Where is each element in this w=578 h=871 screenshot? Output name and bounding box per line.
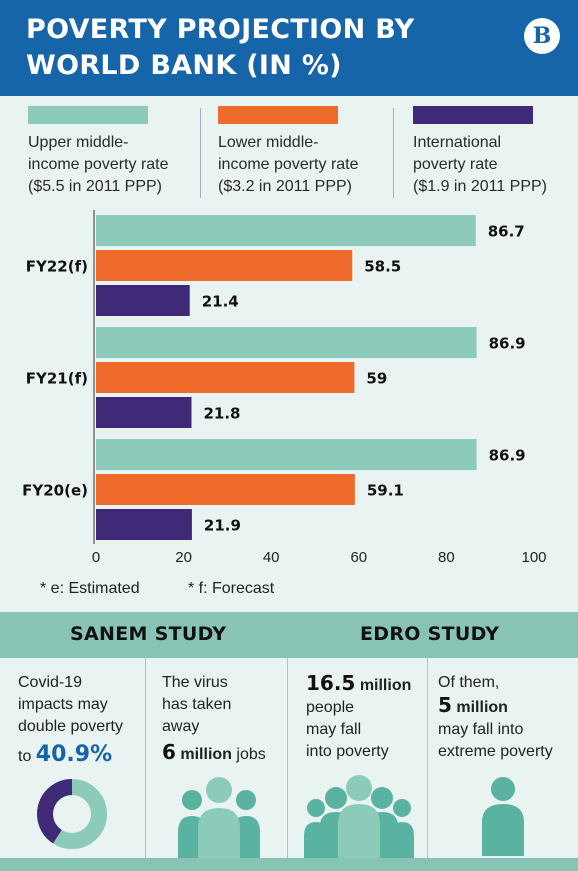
studies-band: SANEM STUDY EDRO STUDY [0, 612, 578, 658]
bar-chart: FY22(f) 86.7 58.5 21.4 FY21(f) 86.9 59 21.8 FY20… [22, 210, 547, 566]
legend-divider [393, 108, 394, 198]
category-label: FY20(e) [22, 482, 88, 500]
x-tick-label: 0 [92, 549, 100, 566]
person-icon [482, 777, 524, 856]
jobs-value: 6 [162, 740, 176, 764]
bar [96, 439, 477, 470]
panel-text: 16.5 million people may fall into povert… [306, 671, 412, 760]
sanem-study-title: SANEM STUDY [70, 623, 227, 645]
legend-label-upper: Upper middle- income poverty rate ($5.5 … [28, 134, 169, 195]
edro-value: 16.5 [306, 671, 356, 695]
bar-value-label: 86.9 [489, 335, 526, 353]
bar-value-label: 86.7 [488, 223, 525, 241]
legend-swatch-lower [218, 106, 338, 124]
footnote-estimated: * e: Estimated [40, 580, 140, 597]
bottom-band [0, 858, 578, 871]
legend-swatch-upper [28, 106, 148, 124]
bar-value-label: 58.5 [364, 258, 401, 276]
footnote-forecast: * f: Forecast [188, 580, 275, 597]
bar-value-label: 59.1 [367, 482, 404, 500]
bar-value-label: 59 [366, 370, 387, 388]
edro-study-title: EDRO STUDY [360, 623, 500, 645]
bar-value-label: 21.9 [204, 517, 241, 535]
legend-swatch-international [413, 106, 533, 124]
donut-slice [37, 779, 73, 844]
extreme-value: 5 [438, 693, 452, 717]
category-label: FY21(f) [26, 370, 88, 388]
legend-label-international: International poverty rate ($1.9 in 2011… [413, 134, 548, 195]
x-tick-label: 40 [263, 549, 280, 566]
page-title: POVERTY PROJECTION BY WORLD BANK (IN %) [26, 14, 415, 81]
panel-sanem-jobs: The virus has taken away 6 million jobs [146, 658, 288, 862]
x-tick-label: 100 [521, 549, 546, 566]
bar [96, 285, 190, 316]
bar [96, 474, 355, 505]
panel-text: The virus has taken away 6 million jobs [162, 674, 266, 764]
legend-divider [200, 108, 201, 198]
bar-value-label: 86.9 [489, 447, 526, 465]
bar-value-label: 21.4 [202, 293, 239, 311]
bar [96, 327, 477, 358]
x-tick-label: 60 [350, 549, 367, 566]
panel-sanem-poverty: Covid-19 impacts may double poverty to 4… [0, 658, 146, 861]
donut-chart-icon [37, 779, 107, 849]
bar [96, 397, 192, 428]
category-label: FY22(f) [26, 258, 88, 276]
x-tick-label: 80 [438, 549, 455, 566]
panel-text: Covid-19 impacts may double poverty to 4… [18, 674, 123, 767]
x-tick-label: 20 [175, 549, 192, 566]
people-group-icon [178, 777, 260, 862]
bar-value-label: 21.8 [203, 405, 240, 423]
bar [96, 362, 355, 393]
panel-edro-poverty: 16.5 million people may fall into povert… [288, 658, 428, 861]
bar [96, 215, 476, 246]
legend-label-lower: Lower middle- income poverty rate ($3.2 … [218, 134, 359, 195]
footnotes: * e: Estimated * f: Forecast [0, 577, 578, 603]
poverty-value: 40.9% [35, 742, 113, 767]
brand-logo: B [524, 18, 560, 54]
bar [96, 509, 192, 540]
panel-edro-extreme: Of them, 5 million may fall into extreme… [428, 658, 578, 861]
bar [96, 250, 353, 281]
header-banner: POVERTY PROJECTION BY WORLD BANK (IN %) … [0, 0, 578, 96]
crowd-icon [304, 775, 414, 860]
panel-text: Of them, 5 million may fall into extreme… [438, 674, 553, 760]
